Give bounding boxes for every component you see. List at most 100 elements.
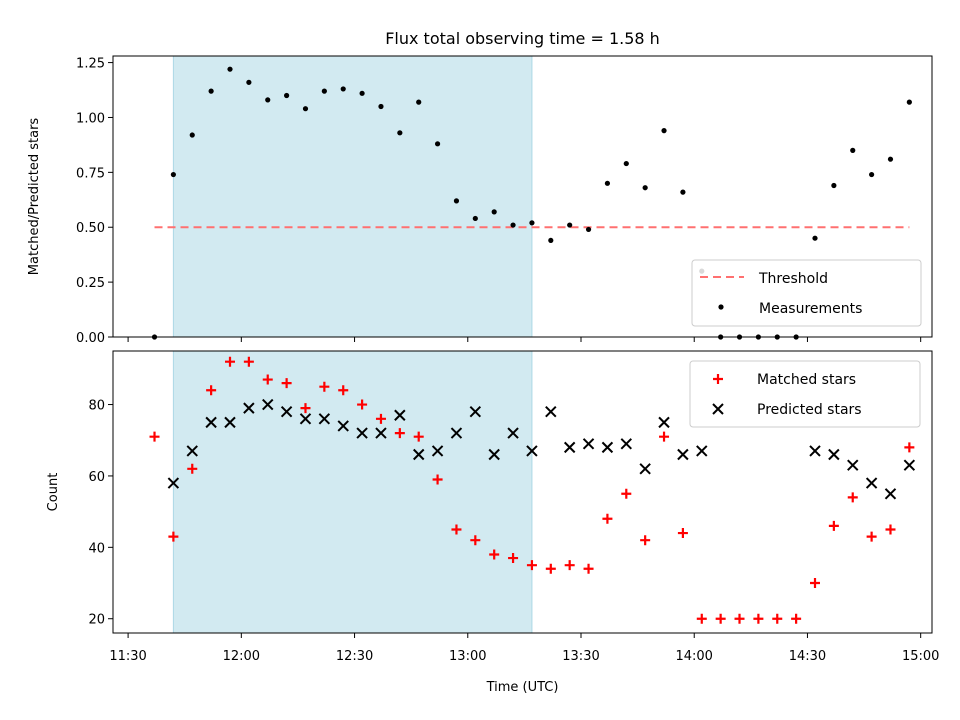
measurement-point <box>623 160 629 167</box>
matched-star-point <box>508 553 519 564</box>
measurement-point <box>510 222 516 228</box>
legend-matched-label: Matched stars <box>757 372 856 388</box>
matched-stars-points <box>149 356 915 624</box>
predicted-star-point <box>280 405 293 418</box>
predicted-star-point <box>884 488 897 500</box>
bottom-legend: Matched stars Predicted stars <box>689 360 921 428</box>
legend-predicted-label: Predicted stars <box>757 402 862 418</box>
matched-star-point <box>281 378 292 389</box>
matched-star-point <box>734 613 745 624</box>
x-tick-label: 11:30 <box>109 649 146 664</box>
matched-star-point <box>243 356 254 367</box>
measurement-point <box>585 226 592 233</box>
predicted-star-point <box>243 402 255 414</box>
measurement-point <box>302 106 309 112</box>
legend-threshold-label: Threshold <box>758 271 828 287</box>
predicted-star-point <box>205 416 217 429</box>
legend-box <box>689 360 921 428</box>
predicted-star-point <box>394 409 406 421</box>
predicted-star-point <box>431 445 444 457</box>
y-tick-label: 0.75 <box>76 166 105 181</box>
top-legend: Threshold Measurements <box>691 259 922 327</box>
measurement-point <box>604 180 611 186</box>
matched-star-point <box>262 374 273 385</box>
bottom-axes-frame <box>112 350 933 634</box>
x-axis-label: Time (UTC) <box>486 680 559 695</box>
matched-star-point <box>602 513 613 524</box>
matched-star-point <box>300 403 311 414</box>
matched-star-point <box>847 492 858 503</box>
bottom-y-axis-label: Count <box>46 473 61 512</box>
legend-predicted-swatch <box>712 403 724 415</box>
matched-star-point <box>470 535 481 546</box>
y-tick-label: 20 <box>88 613 105 628</box>
y-tick-label: 0.50 <box>76 221 105 236</box>
predicted-star-point <box>262 398 274 411</box>
top-shaded-span <box>172 55 533 338</box>
measurement-point <box>378 103 384 110</box>
matched-star-point <box>168 531 179 542</box>
predicted-star-point <box>413 448 425 461</box>
matched-star-point <box>696 613 707 624</box>
measurement-point <box>567 222 573 228</box>
matched-star-point <box>791 613 802 624</box>
measurement-point <box>453 198 460 204</box>
predicted-star-point <box>545 405 557 418</box>
y-tick-label: 0.00 <box>76 331 105 346</box>
chart-title: Flux total observing time = 1.58 h <box>385 29 660 48</box>
measurement-point <box>680 189 686 195</box>
predicted-star-point <box>507 427 519 439</box>
predicted-star-point <box>563 441 576 454</box>
matched-star-point <box>885 524 896 535</box>
measurement-point <box>661 128 667 134</box>
predicted-star-point <box>620 438 632 450</box>
predicted-star-point <box>318 413 331 425</box>
measurement-point <box>397 130 403 136</box>
predicted-star-point <box>828 448 840 461</box>
y-tick-label: 80 <box>88 399 105 414</box>
y-tick-label: 1.25 <box>76 57 105 72</box>
measurement-point <box>491 209 497 215</box>
predicted-star-point <box>809 445 821 457</box>
matched-star-point <box>432 474 443 485</box>
measurement-point <box>434 141 441 147</box>
measurement-points <box>151 66 912 340</box>
measurement-point <box>208 88 214 94</box>
measurement-point <box>472 215 478 222</box>
x-tick-label: 13:30 <box>562 649 599 664</box>
predicted-star-point <box>488 448 500 461</box>
measurement-point <box>189 132 195 138</box>
matched-star-point <box>640 535 651 546</box>
x-tick-label: 12:30 <box>336 649 373 664</box>
top-x-ticks <box>127 337 922 342</box>
legend-matched-swatch <box>713 374 723 384</box>
measurement-point <box>850 147 856 153</box>
x-tick-label: 12:00 <box>223 649 260 664</box>
matched-star-point <box>904 442 915 453</box>
y-tick-label: 1.00 <box>76 111 105 126</box>
legend-measurements-label: Measurements <box>759 301 862 317</box>
matched-star-point <box>319 381 330 392</box>
measurement-point <box>887 156 894 162</box>
matched-star-point <box>810 578 820 589</box>
measurement-point <box>831 182 837 189</box>
measurement-point <box>340 86 346 92</box>
legend-measurements-swatch <box>718 304 724 310</box>
matched-star-point <box>149 431 160 442</box>
predicted-star-point <box>186 445 198 457</box>
measurement-point <box>548 237 554 244</box>
predicted-star-point <box>469 405 482 418</box>
x-tick-label: 14:00 <box>675 649 712 664</box>
matched-star-point <box>772 613 783 624</box>
top-y-ticks: 0.00 0.25 0.50 0.75 1.00 1.25 <box>76 57 113 346</box>
measurement-point <box>812 235 818 241</box>
matched-star-point <box>545 563 556 574</box>
matched-star-point <box>375 413 386 424</box>
matched-star-point <box>659 431 670 442</box>
measurement-point <box>906 99 912 105</box>
predicted-star-point <box>526 445 538 457</box>
matched-star-point <box>526 560 537 571</box>
bottom-shaded-span <box>172 350 533 634</box>
